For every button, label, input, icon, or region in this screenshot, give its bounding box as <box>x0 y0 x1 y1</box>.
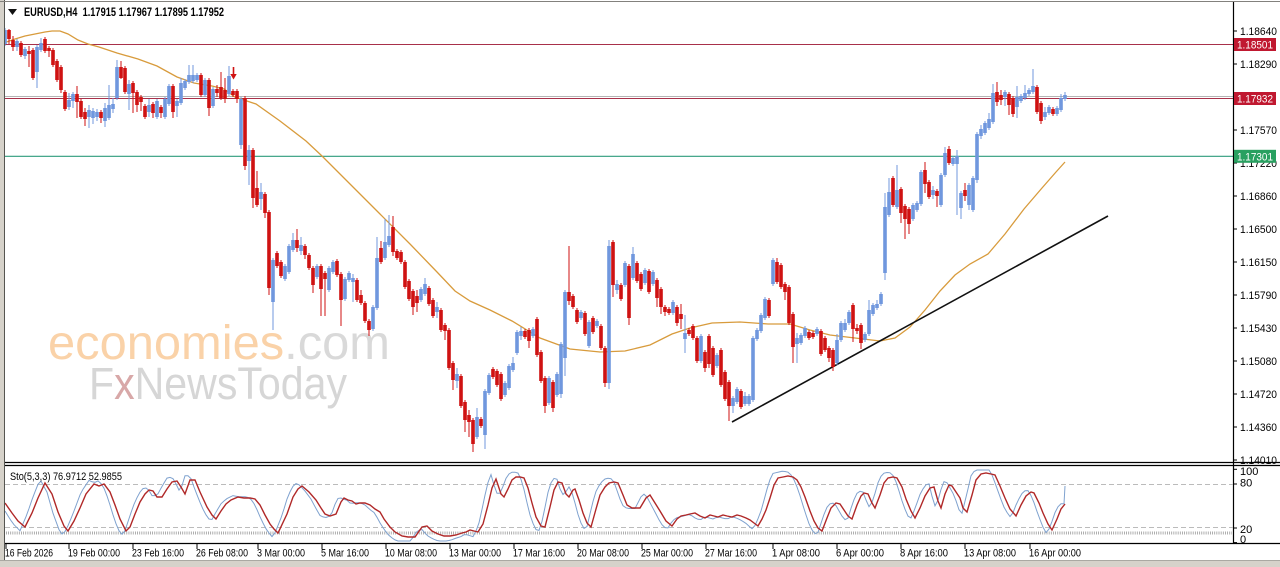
svg-text:20: 20 <box>1240 524 1252 536</box>
svg-text:1.14010: 1.14010 <box>1240 455 1277 467</box>
svg-text:19 Feb 00:00: 19 Feb 00:00 <box>68 548 120 560</box>
svg-text:17 Mar 16:00: 17 Mar 16:00 <box>513 548 565 560</box>
svg-text:1.17301: 1.17301 <box>1237 151 1273 163</box>
svg-text:16 Apr 00:00: 16 Apr 00:00 <box>1029 548 1081 560</box>
svg-text:1.16860: 1.16860 <box>1240 191 1277 203</box>
svg-text:EURUSD,H4 1.17915 1.17967 1.1: EURUSD,H4 1.17915 1.17967 1.17895 1.1795… <box>24 5 224 19</box>
svg-text:1.15790: 1.15790 <box>1240 290 1277 302</box>
svg-text:1.18501: 1.18501 <box>1237 40 1273 52</box>
svg-text:1.16150: 1.16150 <box>1240 257 1277 269</box>
svg-text:FxNewsToday: FxNewsToday <box>89 358 347 409</box>
svg-text:23 Feb 16:00: 23 Feb 16:00 <box>132 548 184 560</box>
svg-text:20 Mar 08:00: 20 Mar 08:00 <box>577 548 629 560</box>
svg-text:6 Apr 00:00: 6 Apr 00:00 <box>836 548 884 560</box>
svg-text:13 Mar 00:00: 13 Mar 00:00 <box>449 548 501 560</box>
svg-text:1.18640: 1.18640 <box>1240 26 1277 38</box>
svg-text:16 Feb 2026: 16 Feb 2026 <box>5 548 53 560</box>
svg-text:1.17570: 1.17570 <box>1240 125 1277 137</box>
svg-text:26 Feb 08:00: 26 Feb 08:00 <box>196 548 248 560</box>
svg-text:0: 0 <box>1240 534 1246 546</box>
svg-text:1.15430: 1.15430 <box>1240 323 1277 335</box>
svg-text:1.15080: 1.15080 <box>1240 356 1277 368</box>
svg-text:1.14360: 1.14360 <box>1240 422 1277 434</box>
svg-text:economies.com: economies.com <box>48 317 390 370</box>
svg-text:Sto(5,3,3) 76.9712 52.9855: Sto(5,3,3) 76.9712 52.9855 <box>10 471 122 483</box>
svg-text:10 Mar 08:00: 10 Mar 08:00 <box>385 548 437 560</box>
svg-text:1.18290: 1.18290 <box>1240 59 1277 71</box>
svg-text:1.16500: 1.16500 <box>1240 224 1277 236</box>
svg-text:1 Apr 08:00: 1 Apr 08:00 <box>772 548 820 560</box>
svg-text:3 Mar 00:00: 3 Mar 00:00 <box>257 548 305 560</box>
svg-text:80: 80 <box>1240 478 1252 490</box>
svg-text:27 Mar 16:00: 27 Mar 16:00 <box>705 548 757 560</box>
svg-text:8 Apr 16:00: 8 Apr 16:00 <box>900 548 948 560</box>
svg-text:100: 100 <box>1240 466 1258 478</box>
svg-text:25 Mar 00:00: 25 Mar 00:00 <box>641 548 693 560</box>
svg-text:1.14720: 1.14720 <box>1240 389 1277 401</box>
svg-text:5 Mar 16:00: 5 Mar 16:00 <box>321 548 369 560</box>
svg-text:13 Apr 08:00: 13 Apr 08:00 <box>964 548 1016 560</box>
svg-text:1.17932: 1.17932 <box>1237 94 1273 106</box>
